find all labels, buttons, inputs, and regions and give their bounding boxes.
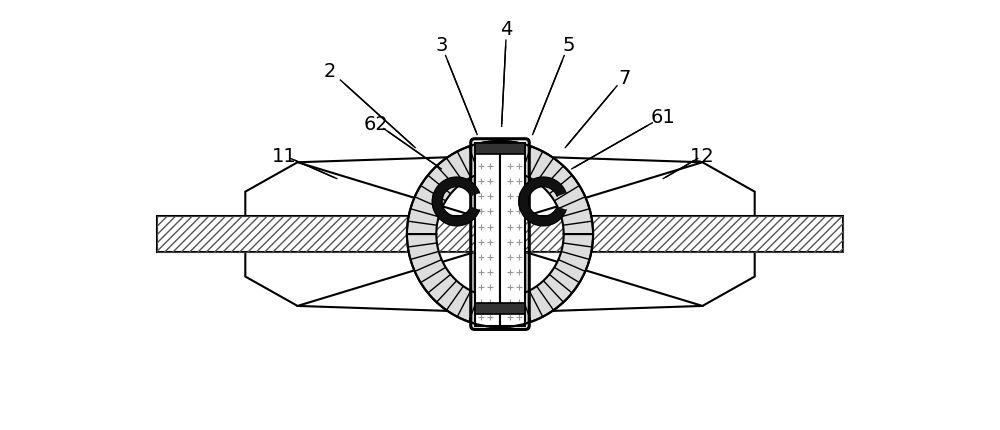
Text: 61: 61 bbox=[651, 108, 676, 127]
Polygon shape bbox=[432, 194, 480, 227]
Polygon shape bbox=[519, 178, 566, 210]
Bar bbox=[500, 143, 525, 326]
Bar bbox=[157, 217, 843, 252]
Polygon shape bbox=[245, 163, 475, 306]
Polygon shape bbox=[525, 163, 755, 306]
Text: 7: 7 bbox=[618, 69, 630, 88]
Bar bbox=[475, 303, 525, 314]
Bar bbox=[475, 143, 525, 155]
Bar bbox=[475, 143, 500, 326]
Text: 62: 62 bbox=[364, 114, 388, 133]
Polygon shape bbox=[298, 157, 475, 312]
Text: 11: 11 bbox=[272, 147, 297, 166]
Polygon shape bbox=[432, 178, 480, 210]
Polygon shape bbox=[525, 157, 702, 312]
Text: 3: 3 bbox=[435, 36, 447, 55]
Text: 12: 12 bbox=[690, 147, 715, 166]
Text: 5: 5 bbox=[562, 36, 575, 55]
Polygon shape bbox=[407, 234, 593, 327]
Text: 4: 4 bbox=[500, 20, 513, 39]
Circle shape bbox=[407, 142, 593, 327]
Text: 2: 2 bbox=[324, 62, 336, 81]
Bar bbox=[157, 217, 843, 252]
Polygon shape bbox=[519, 194, 566, 227]
Polygon shape bbox=[407, 142, 593, 234]
